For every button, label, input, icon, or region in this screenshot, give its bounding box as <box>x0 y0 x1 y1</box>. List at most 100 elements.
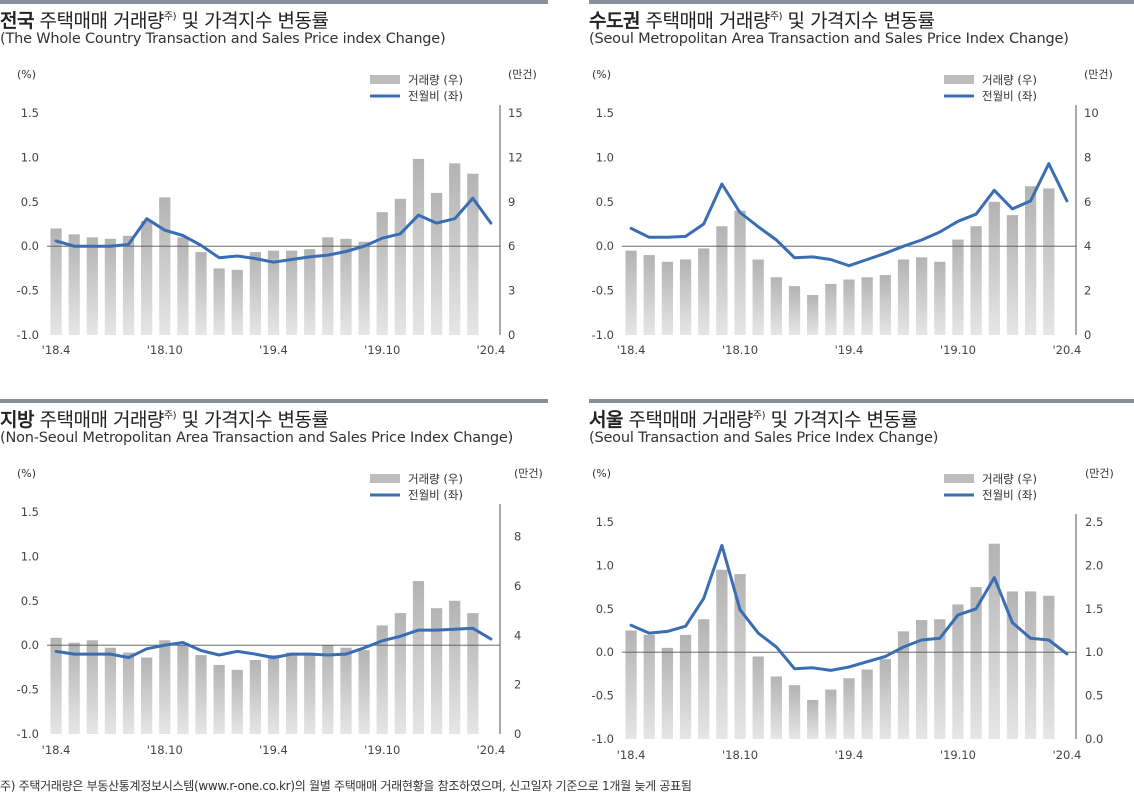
right-tick-label: 15 <box>508 106 523 120</box>
bar <box>861 669 873 739</box>
left-tick-label: 0.5 <box>21 594 39 608</box>
chart-seoul: (%) (만건) 1.5 1.0 0.5 0.0 -0.5 -1.0 2.5 2.0 1.5 1.0 0… <box>592 467 1114 762</box>
bar <box>286 250 298 335</box>
left-tick-label: -0.5 <box>592 689 614 703</box>
bar <box>861 277 873 335</box>
bar <box>934 619 946 739</box>
bar <box>68 234 80 335</box>
bar <box>104 238 117 335</box>
legend-line-label: 전월비 (좌) <box>408 488 463 502</box>
bar <box>752 656 764 739</box>
chart-panel-national: 전국 주택매매 거래량주) 및 가격지수 변동률 (The Whole Coun… <box>0 0 567 398</box>
x-tick-label: '19.10 <box>364 743 400 757</box>
bar <box>698 248 710 335</box>
right-tick-label: 4 <box>1084 239 1091 253</box>
left-unit-label: (%) <box>17 68 36 81</box>
left-tick-label: 1.5 <box>21 505 39 519</box>
right-tick-label: 0 <box>508 328 515 342</box>
bar <box>1024 591 1037 739</box>
bar <box>340 238 352 335</box>
bar <box>104 647 117 734</box>
x-tick-label: '18.10 <box>147 743 183 757</box>
panel-top-rule <box>0 0 548 4</box>
x-tick-label: '19.4 <box>835 343 864 357</box>
bar <box>716 226 728 335</box>
right-tick-label: 2 <box>1084 284 1091 298</box>
bar <box>141 221 153 335</box>
bar <box>843 279 855 335</box>
bar <box>643 634 655 739</box>
bar <box>267 655 280 734</box>
bar <box>970 226 982 335</box>
legend-bar-label: 거래량 (우) <box>982 472 1037 486</box>
left-tick-label: -1.0 <box>592 732 614 746</box>
bar <box>159 197 171 335</box>
x-tick-label: '19.4 <box>259 743 288 757</box>
x-tick-label: '18.4 <box>42 343 71 357</box>
bar <box>879 275 891 335</box>
bar <box>177 237 189 335</box>
chart-panel-seoul: 서울 주택매매 거래량주) 및 가격지수 변동률 (Seoul Transact… <box>589 399 1134 797</box>
bar <box>177 645 189 734</box>
bar <box>643 255 655 335</box>
right-tick-label: 0.0 <box>1085 732 1103 746</box>
left-tick-label: -1.0 <box>17 328 39 342</box>
left-tick-label: 0.0 <box>596 645 614 659</box>
right-tick-label: 6 <box>508 239 515 253</box>
left-tick-label: 0.5 <box>21 195 39 209</box>
bar <box>430 192 443 335</box>
bar <box>661 647 674 739</box>
bar <box>467 173 479 335</box>
left-tick-label: -0.5 <box>17 683 39 697</box>
bar <box>394 613 406 734</box>
right-tick-label: 2.5 <box>1085 515 1103 529</box>
left-tick-label: 1.0 <box>21 150 39 164</box>
right-tick-label: 6 <box>1084 195 1091 209</box>
left-tick-label: 0.5 <box>596 195 614 209</box>
bar <box>934 261 946 335</box>
bar <box>1006 215 1019 335</box>
chart-national: (%) (만건) 1.5 1.0 0.5 0.0 -0.5 -1.0 15 12 9 6 3 0 '18.4… <box>17 68 537 357</box>
right-tick-label: 8 <box>1084 150 1091 164</box>
bar <box>68 642 80 734</box>
bar <box>449 163 461 335</box>
x-tick-label: '19.10 <box>940 748 976 762</box>
bar <box>807 295 819 335</box>
bar <box>1043 595 1055 739</box>
footnote: 주) 주택거래량은 부동산통계정보시스템(www.r-one.co.kr)의 월… <box>0 779 692 793</box>
legend-bar-swatch <box>370 474 400 483</box>
bar <box>249 252 261 335</box>
bar <box>788 286 801 335</box>
legend-bar-swatch <box>944 75 974 84</box>
bar <box>879 659 891 739</box>
chart-title: 수도권 주택매매 거래량주) 및 가격지수 변동률 <box>589 10 935 32</box>
bar <box>952 239 964 335</box>
series-line <box>629 543 1069 672</box>
chart-title: 전국 주택매매 거래량주) 및 가격지수 변동률 <box>0 10 329 32</box>
right-tick-label: 10 <box>1084 106 1099 120</box>
bar <box>286 652 298 734</box>
right-tick-label: 2.0 <box>1085 558 1103 572</box>
chart-title: 지방 주택매매 거래량주) 및 가격지수 변동률 <box>0 409 329 431</box>
bar <box>807 699 819 739</box>
left-tick-label: 1.5 <box>21 106 39 120</box>
bar <box>679 259 692 335</box>
bar <box>141 657 153 734</box>
legend-line-label: 전월비 (좌) <box>982 89 1037 103</box>
x-tick-label: '20.4 <box>1053 343 1082 357</box>
bar <box>86 237 98 335</box>
bar <box>661 261 674 335</box>
x-tick-label: '18.4 <box>42 743 71 757</box>
left-tick-label: 1.5 <box>596 106 614 120</box>
chart-panel-non-seoul: 지방 주택매매 거래량주) 및 가격지수 변동률 (Non-Seoul Metr… <box>0 399 567 797</box>
legend-bar-swatch <box>370 75 400 84</box>
left-tick-label: -1.0 <box>592 328 614 342</box>
bar <box>231 669 243 734</box>
bar <box>412 158 425 335</box>
bar <box>897 631 910 739</box>
bar <box>825 283 837 335</box>
right-tick-label: 6 <box>514 579 521 593</box>
bar <box>625 250 637 335</box>
x-tick-label: '19.10 <box>940 343 976 357</box>
series-line <box>54 626 493 660</box>
